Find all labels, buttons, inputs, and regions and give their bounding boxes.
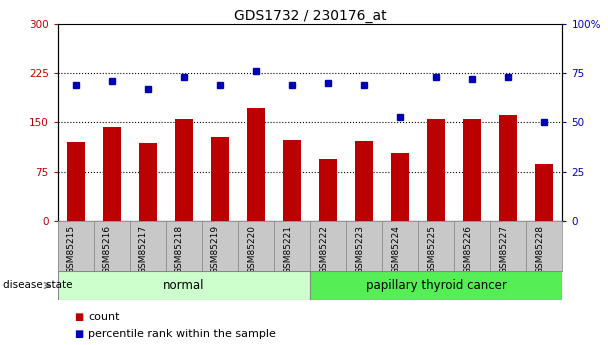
Text: GSM85224: GSM85224	[391, 225, 400, 274]
Bar	[211, 137, 229, 221]
Title: GDS1732 / 230176_at: GDS1732 / 230176_at	[233, 9, 387, 23]
Bar	[58, 271, 310, 300]
Text: GSM85227: GSM85227	[499, 225, 508, 274]
Bar	[391, 153, 409, 221]
Text: GSM85216: GSM85216	[103, 225, 112, 274]
Text: disease state: disease state	[3, 280, 72, 290]
Bar	[310, 271, 562, 300]
Text: percentile rank within the sample: percentile rank within the sample	[88, 329, 276, 339]
Bar	[283, 140, 301, 221]
Bar	[67, 142, 85, 221]
Text: GSM85222: GSM85222	[319, 225, 328, 274]
Bar	[499, 115, 517, 221]
Text: GSM85223: GSM85223	[355, 225, 364, 274]
Text: ■: ■	[74, 312, 84, 322]
Text: GSM85217: GSM85217	[139, 225, 148, 274]
Bar	[175, 119, 193, 221]
Text: GSM85218: GSM85218	[175, 225, 184, 274]
Text: GSM85215: GSM85215	[67, 225, 76, 274]
Bar	[139, 144, 157, 221]
Text: GSM85226: GSM85226	[463, 225, 472, 274]
Text: GSM85220: GSM85220	[247, 225, 256, 274]
Text: count: count	[88, 312, 120, 322]
Bar	[463, 119, 482, 221]
Bar	[319, 159, 337, 221]
Text: GSM85228: GSM85228	[536, 225, 544, 274]
Bar	[427, 119, 445, 221]
Text: GSM85225: GSM85225	[427, 225, 436, 274]
Text: GSM85219: GSM85219	[211, 225, 220, 274]
Text: ■: ■	[74, 329, 84, 339]
Text: normal: normal	[163, 279, 205, 292]
Bar	[103, 127, 121, 221]
Bar	[355, 141, 373, 221]
Bar	[247, 108, 265, 221]
Text: GSM85221: GSM85221	[283, 225, 292, 274]
Text: papillary thyroid cancer: papillary thyroid cancer	[366, 279, 506, 292]
Bar	[536, 164, 553, 221]
